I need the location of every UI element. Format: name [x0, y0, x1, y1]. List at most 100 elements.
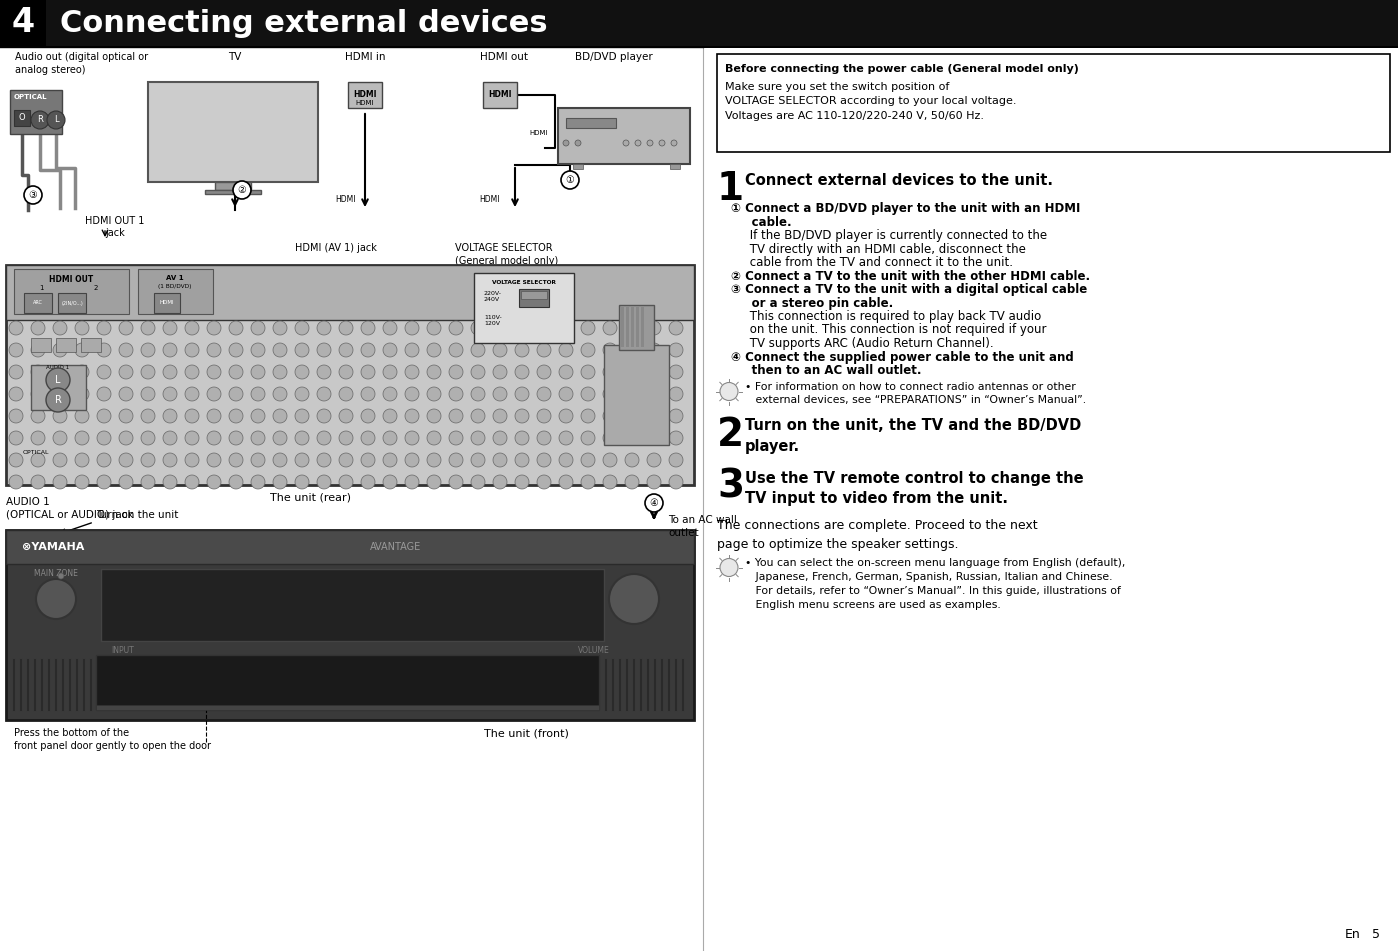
- Circle shape: [48, 111, 64, 129]
- Circle shape: [625, 321, 639, 335]
- Circle shape: [670, 453, 684, 467]
- Circle shape: [405, 365, 419, 379]
- Circle shape: [207, 453, 221, 467]
- Circle shape: [582, 475, 596, 489]
- Bar: [573, 164, 583, 169]
- Bar: [138, 269, 212, 314]
- Text: (2IN/O...): (2IN/O...): [62, 301, 82, 305]
- Text: To an AC wall
outlet: To an AC wall outlet: [668, 515, 737, 538]
- Circle shape: [647, 140, 653, 146]
- Circle shape: [229, 409, 243, 423]
- Circle shape: [207, 365, 221, 379]
- Circle shape: [252, 387, 266, 401]
- Bar: [619, 305, 654, 350]
- Circle shape: [119, 343, 133, 357]
- Circle shape: [361, 365, 375, 379]
- Circle shape: [559, 365, 573, 379]
- Circle shape: [603, 343, 617, 357]
- Circle shape: [141, 365, 155, 379]
- Circle shape: [559, 387, 573, 401]
- Circle shape: [426, 409, 440, 423]
- Circle shape: [24, 186, 42, 204]
- Bar: [206, 190, 261, 194]
- Text: ④ Connect the supplied power cable to the unit and: ④ Connect the supplied power cable to th…: [731, 351, 1074, 363]
- Bar: [621, 307, 624, 347]
- Circle shape: [185, 475, 199, 489]
- Circle shape: [582, 365, 596, 379]
- Circle shape: [141, 321, 155, 335]
- Circle shape: [563, 140, 569, 146]
- Circle shape: [493, 431, 507, 445]
- Circle shape: [252, 409, 266, 423]
- Circle shape: [537, 409, 551, 423]
- Bar: [482, 82, 517, 108]
- Circle shape: [141, 453, 155, 467]
- Text: VOLUME: VOLUME: [579, 646, 610, 655]
- Circle shape: [31, 475, 45, 489]
- Circle shape: [119, 475, 133, 489]
- Circle shape: [582, 453, 596, 467]
- Circle shape: [514, 321, 528, 335]
- Circle shape: [361, 343, 375, 357]
- Text: then to an AC wall outlet.: then to an AC wall outlet.: [731, 364, 921, 377]
- Text: The unit (rear): The unit (rear): [270, 493, 351, 503]
- Circle shape: [8, 387, 22, 401]
- Bar: [215, 182, 252, 190]
- Circle shape: [8, 409, 22, 423]
- Circle shape: [537, 387, 551, 401]
- Circle shape: [252, 365, 266, 379]
- Circle shape: [514, 453, 528, 467]
- Circle shape: [119, 387, 133, 401]
- Text: ②: ②: [238, 185, 246, 195]
- Circle shape: [670, 365, 684, 379]
- Text: OPTICAL: OPTICAL: [14, 94, 48, 100]
- Circle shape: [471, 431, 485, 445]
- Circle shape: [405, 409, 419, 423]
- Circle shape: [449, 409, 463, 423]
- Circle shape: [75, 453, 89, 467]
- Circle shape: [361, 387, 375, 401]
- Circle shape: [75, 431, 89, 445]
- Circle shape: [383, 365, 397, 379]
- Bar: [6, 265, 693, 485]
- Circle shape: [603, 431, 617, 445]
- Circle shape: [295, 409, 309, 423]
- Circle shape: [252, 475, 266, 489]
- Circle shape: [252, 343, 266, 357]
- Circle shape: [273, 475, 287, 489]
- Circle shape: [514, 431, 528, 445]
- Circle shape: [582, 431, 596, 445]
- Circle shape: [361, 475, 375, 489]
- Circle shape: [625, 453, 639, 467]
- Circle shape: [625, 475, 639, 489]
- Circle shape: [8, 343, 22, 357]
- Circle shape: [252, 321, 266, 335]
- Circle shape: [317, 343, 331, 357]
- Circle shape: [233, 181, 252, 199]
- Text: AUDIO 1
(OPTICAL or AUDIO) jack: AUDIO 1 (OPTICAL or AUDIO) jack: [6, 497, 134, 520]
- Bar: [626, 307, 629, 347]
- Text: 220V-
240V: 220V- 240V: [484, 291, 502, 302]
- Circle shape: [647, 409, 661, 423]
- Circle shape: [471, 365, 485, 379]
- Circle shape: [575, 140, 582, 146]
- Circle shape: [53, 431, 67, 445]
- Circle shape: [229, 475, 243, 489]
- Circle shape: [720, 382, 738, 400]
- Circle shape: [295, 475, 309, 489]
- Circle shape: [141, 387, 155, 401]
- Circle shape: [720, 558, 738, 576]
- Circle shape: [361, 431, 375, 445]
- Circle shape: [207, 321, 221, 335]
- Text: 1: 1: [39, 285, 43, 291]
- Circle shape: [383, 409, 397, 423]
- Circle shape: [96, 409, 110, 423]
- Circle shape: [514, 475, 528, 489]
- Bar: [148, 82, 317, 182]
- Circle shape: [96, 321, 110, 335]
- Circle shape: [317, 475, 331, 489]
- Circle shape: [383, 387, 397, 401]
- Circle shape: [75, 365, 89, 379]
- Bar: [558, 108, 691, 164]
- Text: or a stereo pin cable.: or a stereo pin cable.: [731, 297, 893, 309]
